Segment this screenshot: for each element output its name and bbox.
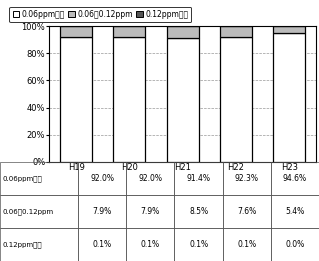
Text: 0.1%: 0.1% — [93, 240, 112, 249]
Text: 8.5%: 8.5% — [189, 207, 208, 216]
Text: 92.0%: 92.0% — [90, 174, 114, 183]
Bar — [113, 26, 145, 37]
Text: 0.0%: 0.0% — [285, 240, 305, 249]
Bar — [273, 26, 305, 33]
Text: 0.1%: 0.1% — [189, 240, 208, 249]
Legend: 0.06ppm以下, 0.06～0.12ppm, 0.12ppm以上: 0.06ppm以下, 0.06～0.12ppm, 0.12ppm以上 — [10, 7, 191, 22]
Text: 0.12ppm以上: 0.12ppm以上 — [3, 241, 42, 248]
Text: 91.4%: 91.4% — [187, 174, 211, 183]
Text: 0.06ppm以下: 0.06ppm以下 — [3, 175, 42, 182]
Bar — [113, 37, 145, 162]
Text: 7.9%: 7.9% — [93, 207, 112, 216]
Bar — [60, 26, 92, 37]
Bar — [167, 26, 199, 38]
Bar — [167, 38, 199, 162]
Text: 7.9%: 7.9% — [141, 207, 160, 216]
Text: 92.0%: 92.0% — [138, 174, 162, 183]
Bar — [220, 26, 252, 37]
Bar — [273, 33, 305, 162]
Text: 92.3%: 92.3% — [235, 174, 259, 183]
Bar — [60, 37, 92, 162]
Text: 0.1%: 0.1% — [141, 240, 160, 249]
Text: 7.6%: 7.6% — [237, 207, 256, 216]
Text: 5.4%: 5.4% — [285, 207, 305, 216]
Text: 94.6%: 94.6% — [283, 174, 307, 183]
Text: 0.1%: 0.1% — [237, 240, 256, 249]
Text: 0.06～0.12ppm: 0.06～0.12ppm — [3, 208, 54, 215]
Bar — [220, 37, 252, 162]
